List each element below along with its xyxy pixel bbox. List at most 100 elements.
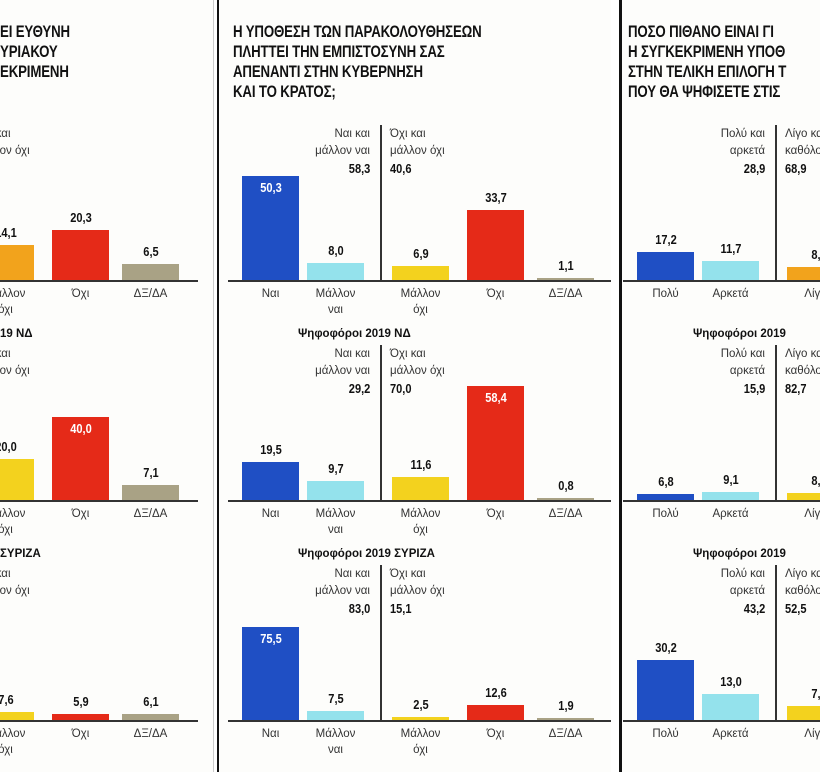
bar-category-line: Λίγο (804, 728, 820, 740)
panel-right-chart: ΠΟΣΟ ΠΙΘΑΝΟ ΕΙΝΑΙ ΓΙ Η ΣΥΓΚΕΚΡΙΜΕΝΗ ΥΠΟΘ Σ… (622, 0, 820, 772)
bar-category-label: Μάλλον όχι (0, 286, 46, 318)
bar-category-label: Αρκετά (691, 286, 771, 302)
bar (307, 263, 364, 280)
chart-title-line: ΚΑΙ ΤΟ ΚΡΑΤΟΣ; (233, 82, 336, 101)
group-total-value: 83,0 (348, 601, 370, 616)
bar-category-label: Λίγο (776, 726, 820, 742)
group-label-line: καθόλου (785, 585, 820, 597)
group-label-line: Πολύ και (720, 568, 765, 580)
bar-category-line: Πολύ (652, 728, 679, 740)
group-label: Πολύ και αρκετά 15,9 (721, 346, 765, 399)
bar-category-label: Λίγο (776, 286, 820, 302)
group-label-line: Όχι και (0, 128, 11, 140)
group-total-value: 29,2 (348, 381, 370, 396)
bar-category-label: Όχι (456, 506, 536, 522)
group-label-line: Ναι και (334, 568, 370, 580)
bar (637, 493, 694, 500)
bar-category-line: Ναι (261, 508, 280, 520)
bar-category-label: Μάλλον ναι (296, 286, 376, 318)
group-label-line: αρκετά (729, 365, 765, 377)
subchart-heading: Ψηφοφόροι 2019 ΝΔ (298, 328, 411, 340)
bar-value-label: 8,0 (328, 243, 344, 259)
chart-title-line: ΥΡΙΑΚΟΥ (0, 42, 58, 61)
bar-value-label: 6,5 (143, 244, 159, 259)
bar (307, 710, 364, 720)
bar-value-label: 50,3 (260, 179, 282, 195)
group-label-line: μάλλον όχι (0, 145, 30, 157)
bar-value-label: 20,3 (70, 210, 92, 226)
chart-title-line: ΠΟΥ ΘΑ ΨΗΦΙΣΕΤΕ ΣΤΙΣ (628, 82, 781, 101)
bar-value-label: 5,9 (73, 694, 89, 710)
group-label: Πολύ και αρκετά 28,9 (721, 126, 765, 179)
bar-category-label: Αρκετά (691, 726, 771, 742)
bar-category-line: Αρκετά (712, 728, 749, 740)
bar-value-label: 7,1 (143, 465, 159, 481)
bar-category-label: Μάλλον όχι (0, 726, 46, 758)
bar-category-line: Πολύ (652, 288, 679, 300)
bar-category-line: ΔΞ/ΔΑ (133, 728, 168, 740)
bar (787, 492, 820, 500)
bar-category-line: Όχι (71, 508, 90, 520)
bar-category-label: Λίγο (776, 506, 820, 522)
bar-value-label: 30,2 (655, 639, 677, 655)
bar (0, 712, 34, 720)
bar-value-label: 33,7 (485, 190, 507, 206)
group-label-line: Όχι και (0, 568, 11, 580)
group-label: Λίγο και καθόλου 52,5 (785, 566, 820, 619)
group-total-value: 52,5 (785, 601, 807, 616)
group-label-line: μάλλον ναι (315, 365, 370, 377)
bar-value-label: 7, (811, 686, 820, 701)
bar-value-label: 17,2 (655, 232, 677, 248)
bar-category-line: ΔΞ/ΔΑ (548, 728, 583, 740)
bar-category-line: ΔΞ/ΔΑ (133, 288, 168, 300)
group-label: Όχι και μάλλον όχι (0, 126, 30, 160)
chart-title-line: Η ΥΠΟΘΕΣΗ ΤΩΝ ΠΑΡΑΚΟΛΟΥΘΗΣΕΩΝ (233, 22, 482, 41)
bar-category-line: όχι (413, 304, 428, 316)
group-label-line: Ναι και (334, 128, 370, 140)
bar-category-line: Όχι (486, 508, 505, 520)
group-label-line: μάλλον όχι (0, 365, 30, 377)
group-total-value: 43,2 (743, 601, 765, 616)
bar (242, 627, 299, 720)
bar-category-label: Μάλλον όχι (381, 506, 461, 538)
bar-category-label: Αρκετά (691, 506, 771, 522)
group-label-line: μάλλον ναι (315, 145, 370, 157)
bar-value-label: 12,6 (485, 684, 507, 700)
bar-value-label: 19,5 (260, 441, 282, 457)
chart-title-line: Η ΣΥΓΚΕΚΡΙΜΕΝΗ ΥΠΟΘ (628, 42, 786, 61)
bar (122, 713, 179, 720)
group-label: Λίγο και καθόλου 82,7 (785, 346, 820, 399)
bar (787, 706, 820, 720)
bar (702, 491, 759, 500)
bar-category-line: ΔΞ/ΔΑ (548, 288, 583, 300)
bar-category-label: Πολύ (626, 726, 706, 742)
chart-title-line: ΕΚΡΙΜΕΝΗ (0, 62, 69, 81)
panel-middle-chart: Η ΥΠΟΘΕΣΗ ΤΩΝ ΠΑΡΑΚΟΛΟΥΘΗΣΕΩΝ ΠΛΗΤΤΕΙ ΤΗΝ… (219, 0, 611, 772)
group-label-line: μάλλον όχι (0, 585, 30, 597)
bar-category-line: Μάλλον (315, 508, 356, 520)
bar-category-label: Όχι (456, 286, 536, 302)
bar-category-label: ΔΞ/ΔΑ (111, 506, 191, 522)
group-label: Ναι και μάλλον ναι 83,0 (315, 566, 370, 619)
bar (467, 704, 524, 720)
group-label-line: Όχι και (390, 568, 426, 580)
panel-divider (213, 0, 214, 772)
group-label-line: Όχι και (390, 348, 426, 360)
bar-value-label: 1,9 (558, 697, 574, 713)
panel-divider (217, 0, 219, 772)
group-total-value: 15,9 (743, 381, 765, 396)
subchart-heading: 19 ΝΔ (0, 328, 33, 340)
bar-category-label: ΔΞ/ΔΑ (111, 286, 191, 302)
group-divider (775, 565, 777, 720)
group-label-line: Όχι και (0, 348, 11, 360)
group-total-value: 82,7 (785, 381, 807, 396)
bar-category-line: Όχι (486, 288, 505, 300)
bar-category-line: Μάλλον (315, 728, 356, 740)
chart-title: ΠΟΣΟ ΠΙΘΑΝΟ ΕΙΝΑΙ ΓΙ Η ΣΥΓΚΕΚΡΙΜΕΝΗ ΥΠΟΘ Σ… (628, 22, 786, 102)
bar (637, 659, 694, 720)
chart-title-line: ΠΛΗΤΤΕΙ ΤΗΝ ΕΜΠΙΣΤΟΣΥΝΗ ΣΑΣ (233, 42, 445, 61)
chart-title-line: ΠΟΣΟ ΠΙΘΑΝΟ ΕΙΝΑΙ ΓΙ (628, 22, 774, 41)
bar-category-line: Αρκετά (712, 508, 749, 520)
bar-value-label: 8, (811, 247, 820, 263)
bar (0, 245, 34, 280)
